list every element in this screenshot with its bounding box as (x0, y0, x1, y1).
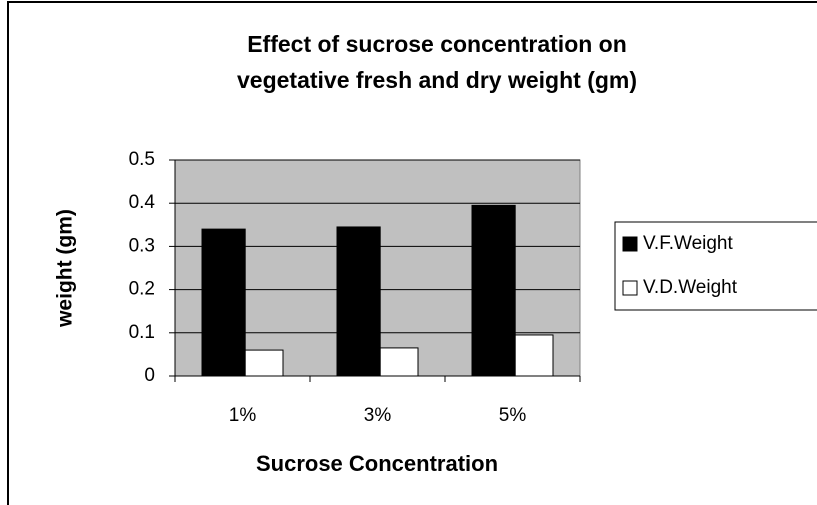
bar (201, 228, 246, 377)
legend-label: V.F.Weight (643, 233, 733, 254)
y-tick-label: 0 (144, 365, 155, 386)
y-axis-label: weight (gm) (54, 209, 77, 328)
y-tick-label: 0.1 (129, 322, 155, 343)
x-tick-label: 1% (229, 405, 257, 426)
legend-swatch (622, 280, 638, 296)
bar (336, 226, 381, 377)
bar (379, 347, 419, 377)
y-tick-label: 0.5 (129, 149, 155, 170)
y-tick-label: 0.3 (129, 235, 155, 256)
chart-title: Effect of sucrose concentration on (247, 31, 627, 57)
bar (244, 349, 284, 377)
y-tick-label: 0.2 (129, 279, 155, 300)
legend-box (614, 221, 817, 311)
legend-swatch (622, 236, 638, 252)
bar (514, 334, 554, 377)
legend-label: V.D.Weight (643, 277, 738, 298)
chart-title: vegetative fresh and dry weight (gm) (237, 67, 637, 93)
x-axis-label: Sucrose Concentration (256, 451, 498, 476)
y-tick-label: 0.4 (129, 192, 156, 213)
x-tick-label: 3% (364, 405, 392, 426)
x-tick-label: 5% (499, 405, 527, 426)
bar (471, 204, 516, 377)
